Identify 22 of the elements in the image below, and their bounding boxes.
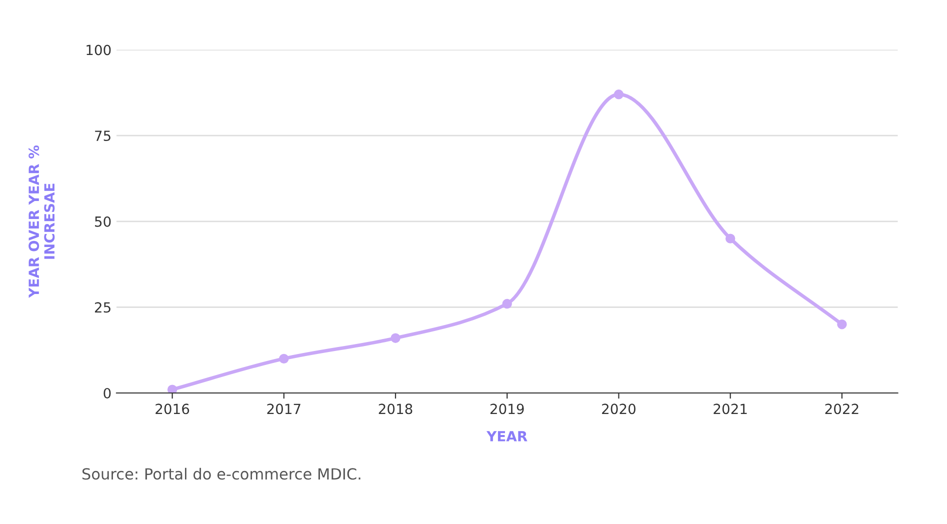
- x-tick-label: 2020: [602, 404, 636, 414]
- point: [502, 298, 512, 309]
- y-tick-label: 75: [95, 130, 110, 142]
- x-tick-label: 2022: [825, 404, 858, 414]
- point: [725, 234, 736, 244]
- y-tick-label: 50: [95, 216, 111, 227]
- y-tick-label: 100: [86, 44, 111, 56]
- point: [837, 319, 847, 330]
- point: [614, 90, 624, 100]
- x-tick-label: 2017: [267, 404, 300, 414]
- y-axis-title: YEAR OVER YEAR % INCRESAE: [28, 145, 55, 298]
- point: [390, 333, 400, 343]
- x-axis-title: YEAR: [486, 431, 528, 442]
- x-tick-label: 2019: [490, 404, 524, 414]
- point: [167, 384, 178, 393]
- point: [279, 354, 289, 364]
- source-note: Source: Portal do e-commerce MDIC.: [82, 468, 360, 480]
- y-tick-label: 25: [94, 302, 110, 313]
- x-tick-label: 2016: [156, 404, 190, 414]
- y-tick-label: 0: [104, 388, 111, 398]
- x-tick-label: 2018: [378, 404, 412, 414]
- x-tick-label: 2021: [714, 404, 747, 414]
